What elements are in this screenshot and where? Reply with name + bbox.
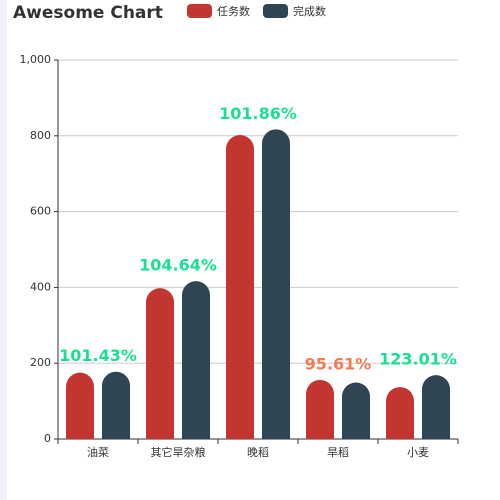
legend-swatch xyxy=(187,4,212,18)
legend-label: 任务数 xyxy=(217,5,250,18)
bar xyxy=(306,379,334,439)
legend-swatch xyxy=(263,4,288,18)
chart-title: Awesome Chart xyxy=(13,3,163,23)
x-tick-label: 晚稻 xyxy=(247,446,269,459)
annotation: 101.86% xyxy=(219,104,297,123)
side-strip xyxy=(0,0,7,500)
bar xyxy=(66,372,94,439)
y-tick-label: 400 xyxy=(30,280,51,293)
annotation: 95.61% xyxy=(305,354,372,373)
bar xyxy=(262,129,290,440)
annotation: 104.64% xyxy=(139,256,217,275)
annotation: 123.01% xyxy=(379,350,457,369)
x-tick-label: 其它旱杂粮 xyxy=(151,445,206,459)
y-tick-label: 0 xyxy=(44,432,51,445)
bar xyxy=(146,288,174,439)
bar xyxy=(226,135,254,440)
bar xyxy=(182,281,210,439)
bar xyxy=(386,387,414,439)
bar xyxy=(342,382,370,439)
y-tick-label: 800 xyxy=(30,129,51,142)
x-tick-label: 小麦 xyxy=(407,446,429,459)
y-tick-label: 200 xyxy=(30,356,51,369)
x-tick-label: 油菜 xyxy=(87,445,109,459)
bar xyxy=(422,375,450,439)
annotation: 101.43% xyxy=(59,346,137,365)
x-tick-label: 旱稻 xyxy=(327,446,349,459)
y-tick-label: 1,000 xyxy=(20,53,52,66)
y-tick-label: 600 xyxy=(30,205,51,218)
legend-label: 完成数 xyxy=(293,4,326,18)
bar xyxy=(102,371,130,439)
